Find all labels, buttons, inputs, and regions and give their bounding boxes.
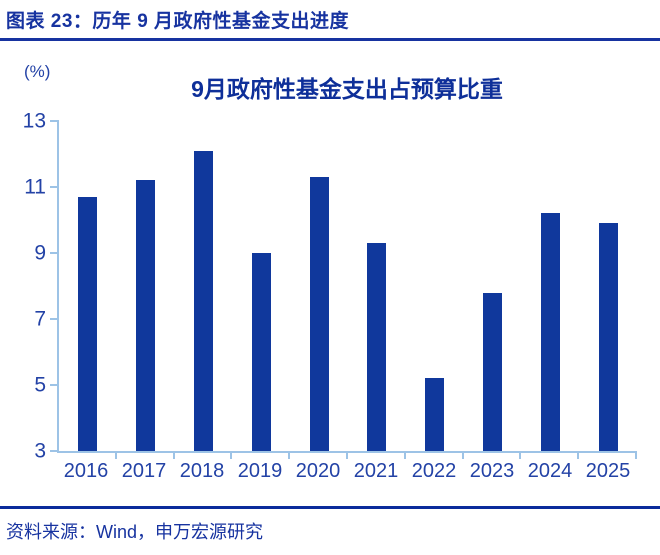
bar-2016 bbox=[78, 196, 98, 451]
x-axis-label-2025: 2025 bbox=[585, 460, 631, 482]
x-axis-label-2016: 2016 bbox=[63, 460, 109, 482]
bar-2017 bbox=[136, 180, 156, 451]
x-tick bbox=[172, 453, 175, 459]
bar-slot bbox=[521, 121, 579, 451]
x-tick bbox=[461, 453, 464, 459]
chart-title: 9月政府性基金支出占预算比重 bbox=[191, 76, 503, 102]
header-underline bbox=[0, 38, 660, 41]
y-tick-label: 3 bbox=[34, 439, 46, 463]
bar-2018 bbox=[193, 150, 213, 451]
source-text: 资料来源：Wind，申万宏源研究 bbox=[6, 522, 264, 542]
x-axis-label-2022: 2022 bbox=[411, 460, 457, 482]
y-tick bbox=[50, 252, 59, 254]
y-axis-labels: 3 5 7 9 11 13 bbox=[0, 111, 46, 462]
bar-2023 bbox=[482, 292, 502, 451]
bar-slot bbox=[232, 121, 290, 451]
x-axis-label-2021: 2021 bbox=[353, 460, 399, 482]
y-tick-label: 13 bbox=[22, 109, 46, 133]
x-tick bbox=[519, 453, 522, 459]
y-tick-label: 7 bbox=[34, 307, 46, 331]
x-tick bbox=[346, 453, 348, 459]
bar-slot bbox=[579, 121, 637, 451]
y-tick-label: 9 bbox=[34, 241, 46, 265]
bar-2020 bbox=[309, 177, 329, 451]
source-divider bbox=[0, 506, 660, 509]
bar-2025 bbox=[598, 223, 618, 451]
x-axis-label-2018: 2018 bbox=[179, 460, 225, 482]
x-axis-label-2019: 2019 bbox=[237, 460, 283, 482]
bar-slot bbox=[406, 121, 464, 451]
x-axis-label-2024: 2024 bbox=[527, 460, 573, 482]
figure-title: 图表 23：历年 9 月政府性基金支出进度 bbox=[6, 11, 350, 32]
x-tick bbox=[577, 453, 580, 459]
bar-2022 bbox=[425, 378, 445, 451]
y-tick bbox=[50, 186, 59, 188]
x-axis-label-2017: 2017 bbox=[121, 460, 167, 482]
bar-slot bbox=[290, 121, 348, 451]
bar-slot bbox=[117, 121, 175, 451]
bar-slot bbox=[464, 121, 522, 451]
x-tick bbox=[288, 453, 291, 459]
x-tick bbox=[114, 453, 117, 459]
y-tick-label: 11 bbox=[24, 175, 46, 199]
y-axis-unit-label: (%) bbox=[24, 62, 51, 81]
x-tick bbox=[635, 453, 637, 459]
x-axis-label-2023: 2023 bbox=[469, 460, 515, 482]
x-axis-label-2020: 2020 bbox=[295, 460, 341, 482]
y-tick bbox=[50, 450, 59, 452]
bar-2024 bbox=[540, 213, 560, 451]
bar-2021 bbox=[367, 243, 387, 451]
y-tick bbox=[50, 318, 59, 320]
bar-2019 bbox=[251, 253, 271, 451]
bar-series bbox=[59, 121, 637, 451]
bar-slot bbox=[59, 121, 117, 451]
x-tick bbox=[230, 453, 233, 459]
x-tick bbox=[403, 453, 406, 459]
y-tick bbox=[50, 120, 59, 122]
y-tick-label: 5 bbox=[34, 373, 46, 397]
bar-slot bbox=[348, 121, 406, 451]
y-tick bbox=[50, 384, 59, 386]
x-axis-labels: 2016 2017 2018 2019 2020 2021 2022 2023 2024 2025 bbox=[57, 460, 637, 483]
plot-area bbox=[50, 120, 637, 459]
bar-slot bbox=[175, 121, 233, 451]
